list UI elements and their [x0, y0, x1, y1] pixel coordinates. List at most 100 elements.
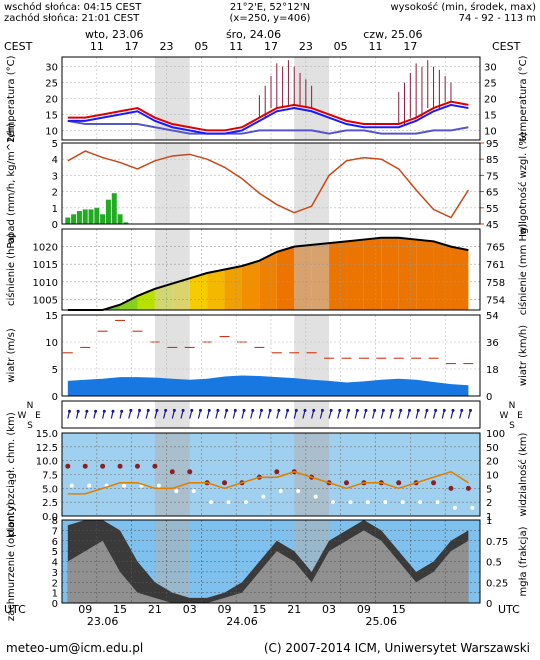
- compass-e-left: E: [35, 411, 41, 421]
- wind-arrow-head: [347, 408, 351, 412]
- y-tick-right: 0: [486, 392, 492, 403]
- pressure-area: [416, 239, 434, 310]
- y-tick-right: 75: [486, 171, 499, 182]
- altitude-values: 74 - 92 - 113 m: [459, 13, 536, 24]
- cloud-top-dot: [465, 485, 471, 491]
- precip-bar: [94, 207, 100, 224]
- wind-arrow-head: [268, 408, 272, 412]
- wind-arrow-head: [102, 409, 106, 413]
- pressure-area: [241, 260, 260, 310]
- y-axis-label-left: zachmurzenie (oktanty): [6, 502, 17, 621]
- wind-arrow-head: [146, 408, 150, 412]
- y-tick-right: 0.75: [486, 537, 508, 548]
- y-tick-right: 45: [486, 220, 499, 231]
- compass-w-right: W: [500, 411, 509, 421]
- hour-tick-top: 17: [264, 40, 278, 53]
- wind-arrow-head: [233, 408, 237, 412]
- cloud-top-dot: [65, 463, 71, 469]
- wind-arrow-head: [329, 408, 333, 412]
- y-axis-label-left: opad (mm/h, kg/m^2/h): [6, 123, 17, 244]
- wind-arrow-head: [468, 408, 472, 412]
- y-tick-right: 765: [486, 243, 505, 254]
- y-tick-right: 20: [486, 457, 499, 468]
- precip-bar: [100, 214, 106, 224]
- hour-tick-bottom: 21: [148, 603, 162, 616]
- hour-tick-top: 11: [369, 40, 383, 53]
- cloud-base-dot: [400, 500, 405, 505]
- wind-arrow-head: [425, 408, 429, 412]
- pressure-area: [276, 246, 295, 310]
- cloud-top-dot: [222, 480, 228, 486]
- precip-bar: [117, 214, 123, 224]
- wind-arrow-head: [242, 408, 246, 412]
- y-tick-right: 100: [486, 429, 505, 440]
- humidity-line: [67, 150, 470, 219]
- wind-arrow-head: [120, 409, 124, 413]
- panel-border: [61, 56, 481, 141]
- footer-email: meteo-um@icm.edu.pl: [6, 641, 143, 655]
- hour-tick-top: 17: [403, 40, 417, 53]
- day-labels-top: wto, 23.06 śro, 24.06 czw, 25.06: [85, 28, 423, 41]
- wind-arrow-head: [303, 408, 307, 412]
- day-label: wto, 23.06: [85, 28, 144, 41]
- cloud-top-dot: [117, 463, 123, 469]
- hour-tick-top: 11: [229, 40, 243, 53]
- precip-bar: [105, 199, 111, 224]
- day-label: czw, 25.06: [363, 28, 422, 41]
- y-tick-right: 761: [486, 260, 505, 271]
- cloud-base-dot: [243, 500, 248, 505]
- panel-border: [61, 432, 481, 517]
- hour-tick-bottom: 15: [252, 603, 266, 616]
- panel-border: [61, 314, 481, 397]
- y-tick-left: 0.0: [42, 512, 58, 523]
- y-axis-label-left: temperatura (°C): [6, 55, 17, 141]
- low-cloud-area: [67, 530, 469, 603]
- feels-like-line: [67, 103, 469, 135]
- hour-tick-bottom: 15: [392, 603, 406, 616]
- night-band: [154, 433, 190, 516]
- coordinates-text: 21°2'E, 52°12'N: [230, 2, 310, 13]
- cloud-base-dot: [191, 489, 196, 494]
- sunset-text: zachód słońca: 21:01 CEST: [4, 12, 140, 24]
- footer-copyright: (C) 2007-2014 ICM, Uniwersytet Warszawsk…: [264, 641, 530, 655]
- cloud-base-dot: [296, 489, 301, 494]
- cloud-base-dot: [261, 494, 266, 499]
- grid-point-text: (x=250, y=406): [230, 13, 311, 24]
- wind-arrow-head: [111, 409, 115, 413]
- y-tick-right: 25: [484, 79, 497, 90]
- dewpoint-line: [67, 119, 469, 135]
- wind-arrow-head: [355, 408, 359, 412]
- wind-arrow-head: [67, 409, 71, 413]
- panel-bg: [62, 401, 480, 428]
- wind-arrow-head: [225, 408, 229, 412]
- y-tick-right: 10: [486, 471, 499, 482]
- compass-e-right: E: [517, 411, 523, 421]
- y-tick-left: 10.0: [36, 457, 58, 468]
- y-tick-right: 36: [486, 338, 499, 349]
- pressure-area: [433, 241, 451, 310]
- y-axis-label-right: widzialność (km): [517, 432, 529, 516]
- y-tick-left: 10: [45, 338, 58, 349]
- wind-arrow-head: [138, 408, 142, 412]
- night-band: [154, 229, 190, 310]
- y-axis-label-left: ciśnienie (hPa): [5, 233, 17, 306]
- pressure-area: [224, 265, 242, 310]
- wind-arrow-head: [190, 408, 194, 412]
- compass-w-left: W: [18, 411, 27, 421]
- wind-arrow-head: [251, 408, 255, 412]
- hour-tick-bottom: 09: [218, 603, 232, 616]
- y-tick-left: 5: [52, 139, 58, 150]
- cloud-base-dot: [452, 505, 457, 510]
- y-tick-left: 5: [52, 547, 58, 558]
- wind-arrow-head: [320, 408, 324, 412]
- wind-arrow-head: [155, 408, 159, 412]
- wind-arrow-head: [373, 408, 377, 412]
- y-tick-left: 7: [52, 526, 58, 537]
- cloud-top-dot: [448, 485, 454, 491]
- timezone-left-label: CEST: [4, 40, 33, 53]
- visibility-line: [67, 470, 469, 495]
- y-tick-left: 5.0: [42, 484, 58, 495]
- altitude-title: wysokość (min, środek, max): [390, 1, 536, 13]
- y-tick-right: 50: [486, 443, 499, 454]
- cloud-base-dot: [435, 500, 440, 505]
